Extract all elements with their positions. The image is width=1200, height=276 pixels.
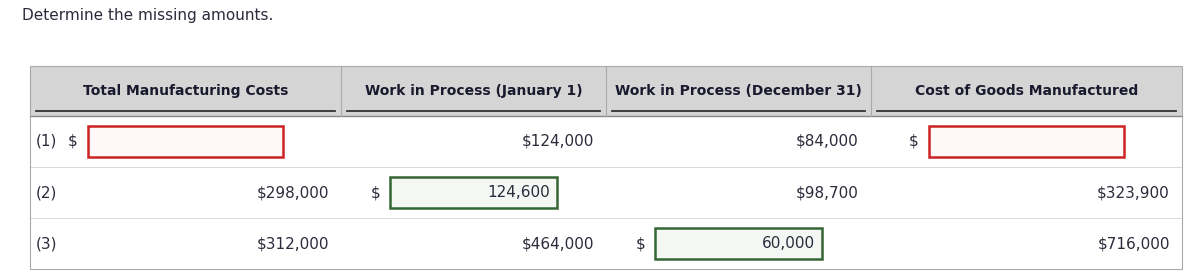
Text: $98,700: $98,700 xyxy=(796,185,859,200)
Text: Determine the missing amounts.: Determine the missing amounts. xyxy=(22,8,272,23)
Text: Work in Process (January 1): Work in Process (January 1) xyxy=(365,84,582,98)
Text: 60,000: 60,000 xyxy=(762,236,815,251)
FancyBboxPatch shape xyxy=(88,126,283,156)
Text: $84,000: $84,000 xyxy=(797,134,859,149)
Text: Work in Process (December 31): Work in Process (December 31) xyxy=(616,84,862,98)
FancyBboxPatch shape xyxy=(655,228,822,259)
Text: $323,900: $323,900 xyxy=(1097,185,1170,200)
Text: (2): (2) xyxy=(36,185,58,200)
FancyBboxPatch shape xyxy=(30,167,1182,218)
Text: $124,000: $124,000 xyxy=(522,134,594,149)
Text: (3): (3) xyxy=(36,236,58,251)
FancyBboxPatch shape xyxy=(929,126,1124,156)
Text: $298,000: $298,000 xyxy=(257,185,329,200)
FancyBboxPatch shape xyxy=(30,116,1182,167)
Text: Cost of Goods Manufactured: Cost of Goods Manufactured xyxy=(914,84,1138,98)
FancyBboxPatch shape xyxy=(30,218,1182,269)
Text: $: $ xyxy=(68,134,78,149)
Text: $: $ xyxy=(636,236,646,251)
FancyBboxPatch shape xyxy=(390,177,557,208)
Text: Total Manufacturing Costs: Total Manufacturing Costs xyxy=(83,84,288,98)
Text: $312,000: $312,000 xyxy=(257,236,329,251)
Text: $716,000: $716,000 xyxy=(1098,236,1170,251)
Text: (1): (1) xyxy=(36,134,58,149)
Text: $464,000: $464,000 xyxy=(522,236,594,251)
Text: $: $ xyxy=(910,134,919,149)
FancyBboxPatch shape xyxy=(30,66,1182,116)
Text: $: $ xyxy=(371,185,380,200)
Text: 124,600: 124,600 xyxy=(487,185,550,200)
